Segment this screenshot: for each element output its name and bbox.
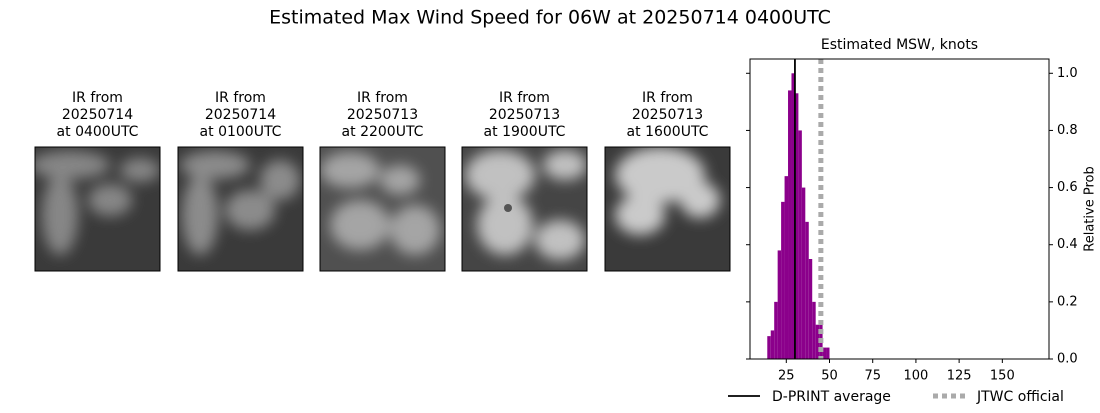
image-caption: at 1600UTC (627, 124, 709, 140)
image-caption: IR from (215, 90, 266, 106)
ir-image (35, 147, 160, 271)
image-caption: 20250714 (205, 107, 276, 123)
image-frame (177, 146, 304, 272)
y-tick-label: 1.0 (1057, 66, 1078, 81)
image-caption: at 1900UTC (484, 124, 566, 140)
bar (805, 221, 809, 359)
bar (770, 330, 775, 359)
bar (798, 130, 802, 359)
y-tick-label: 0.8 (1057, 123, 1078, 138)
image-caption: 20250713 (347, 107, 418, 123)
x-tick-label: 100 (904, 369, 929, 384)
x-tick-label: 75 (864, 369, 881, 384)
image-frame (461, 146, 588, 272)
bar (777, 250, 782, 359)
bar (774, 301, 778, 359)
x-tick-label: 50 (821, 369, 838, 384)
image-caption: 20250713 (489, 107, 560, 123)
bar (808, 259, 813, 359)
image-caption: at 0400UTC (57, 124, 139, 140)
bar (815, 324, 820, 359)
bar (788, 90, 792, 359)
x-tick-label: 125 (947, 369, 972, 384)
plot-frame (749, 58, 1050, 360)
image-frame (319, 146, 446, 272)
y-tick-label: 0.2 (1057, 294, 1078, 309)
image-caption: IR from (72, 90, 123, 106)
legend-label: D-PRINT average (772, 389, 891, 405)
ir-image (178, 147, 303, 271)
bar (791, 73, 795, 360)
image-frame (604, 146, 731, 272)
bar (822, 347, 827, 359)
image-frame (34, 146, 161, 272)
image-caption: at 0100UTC (200, 124, 282, 140)
ir-image (320, 147, 445, 271)
image-caption: IR from (642, 90, 693, 106)
bar (826, 347, 830, 359)
image-caption: IR from (499, 90, 550, 106)
chart-title: Estimated MSW, knots (821, 37, 978, 53)
y-tick-label: 0.6 (1057, 180, 1078, 195)
bar (784, 176, 789, 359)
bar (794, 93, 799, 360)
figure-title: Estimated Max Wind Speed for 06W at 2025… (269, 7, 831, 29)
x-tick-label: 25 (778, 369, 795, 384)
image-caption: at 2200UTC (342, 124, 424, 140)
bar (767, 336, 771, 359)
ir-image (462, 147, 587, 271)
bar (781, 201, 785, 359)
legend-label: JTWC official (976, 389, 1064, 405)
y-tick-label: 0.0 (1057, 352, 1078, 367)
bar (812, 301, 816, 359)
y-axis-label: Relative Prob (1083, 166, 1098, 251)
image-caption: 20250714 (62, 107, 133, 123)
x-tick-label: 150 (990, 369, 1015, 384)
image-caption: 20250713 (632, 107, 703, 123)
bar (801, 187, 806, 359)
ir-image (605, 147, 730, 271)
y-tick-label: 0.4 (1057, 237, 1078, 252)
image-caption: IR from (357, 90, 408, 106)
